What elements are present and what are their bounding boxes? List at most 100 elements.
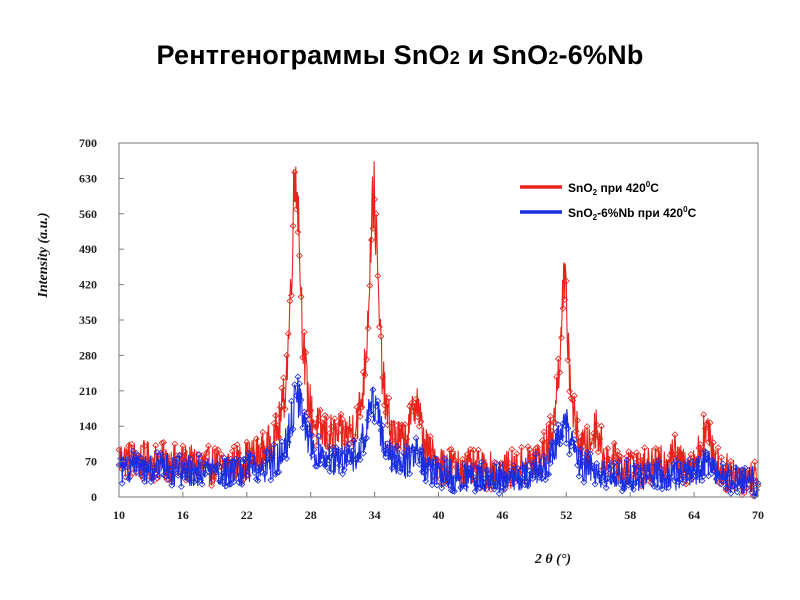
data-point xyxy=(588,437,596,445)
data-point xyxy=(179,471,187,479)
data-point xyxy=(558,433,565,440)
data-point xyxy=(403,443,410,451)
data-point xyxy=(668,449,676,456)
data-point xyxy=(598,475,605,482)
data-point xyxy=(711,463,719,471)
data-point xyxy=(276,403,284,411)
data-point xyxy=(724,485,731,492)
data-point xyxy=(669,460,677,468)
data-point xyxy=(219,478,227,485)
data-point xyxy=(735,483,743,490)
data-point xyxy=(471,487,479,495)
title-subscript-2: 2 xyxy=(548,48,559,68)
data-point xyxy=(459,482,466,489)
data-point xyxy=(288,292,295,299)
data-point xyxy=(358,403,366,411)
data-point xyxy=(700,411,708,418)
data-point xyxy=(508,468,516,476)
data-point xyxy=(546,413,554,420)
data-point xyxy=(583,448,591,456)
data-point xyxy=(205,442,212,450)
data-point xyxy=(545,420,553,428)
x-tick-label: 34 xyxy=(369,508,381,522)
data-point xyxy=(312,462,319,470)
data-point xyxy=(510,462,517,470)
data-point xyxy=(754,479,762,487)
data-point xyxy=(623,456,631,464)
data-point xyxy=(361,371,369,379)
x-tick-label: 52 xyxy=(560,508,572,522)
data-point xyxy=(130,447,137,455)
data-point xyxy=(233,460,241,468)
data-point xyxy=(372,210,380,218)
data-point xyxy=(457,484,465,492)
data-point xyxy=(495,490,503,497)
data-point xyxy=(647,474,655,481)
data-point xyxy=(657,465,664,472)
data-point xyxy=(548,427,556,435)
series-layer xyxy=(115,161,762,500)
data-point xyxy=(211,463,219,471)
data-point xyxy=(393,443,401,450)
data-point xyxy=(554,421,562,429)
data-point xyxy=(337,447,345,455)
title-part-3: -6%Nb xyxy=(558,40,644,70)
data-point xyxy=(697,441,704,448)
data-point xyxy=(604,475,612,482)
data-point xyxy=(550,451,557,459)
data-point xyxy=(590,464,597,472)
data-point xyxy=(518,474,525,482)
data-point xyxy=(572,427,580,435)
data-point xyxy=(308,451,316,459)
data-point xyxy=(289,222,297,230)
legend-label-sno2-nb: SnO2-6%Nb при 4200C xyxy=(568,205,697,222)
data-point xyxy=(492,459,500,467)
data-point xyxy=(588,462,596,469)
data-point xyxy=(470,446,477,454)
data-point xyxy=(591,480,599,488)
data-point xyxy=(128,456,136,464)
data-point xyxy=(561,421,569,429)
data-point xyxy=(733,488,741,496)
data-point xyxy=(463,451,471,458)
data-point xyxy=(280,374,287,382)
data-point xyxy=(714,444,722,452)
data-point xyxy=(529,475,537,482)
y-tick-label: 490 xyxy=(79,242,97,256)
data-point xyxy=(542,476,549,484)
data-point xyxy=(396,468,404,476)
data-point xyxy=(499,483,506,491)
data-point xyxy=(369,225,377,232)
data-point xyxy=(467,465,474,473)
data-point xyxy=(730,482,738,489)
data-point xyxy=(189,467,196,475)
data-point xyxy=(305,415,313,423)
data-point xyxy=(449,487,457,495)
data-point xyxy=(281,405,289,413)
data-point xyxy=(681,460,688,468)
data-point xyxy=(626,473,634,480)
data-point xyxy=(356,413,364,420)
data-point xyxy=(208,482,216,489)
y-tick-label: 560 xyxy=(79,207,97,221)
data-point xyxy=(321,412,329,419)
data-point xyxy=(176,451,184,459)
data-point xyxy=(641,465,648,473)
data-point xyxy=(376,323,383,331)
data-point xyxy=(160,439,168,446)
data-point xyxy=(297,293,305,301)
data-point xyxy=(428,481,436,489)
data-point xyxy=(229,448,236,455)
data-point xyxy=(286,431,294,439)
data-point xyxy=(609,473,616,480)
data-point xyxy=(532,450,540,458)
data-point xyxy=(307,431,315,439)
data-point xyxy=(499,460,506,468)
series-line xyxy=(118,376,759,498)
data-point xyxy=(304,420,311,428)
data-point xyxy=(685,456,693,463)
data-point xyxy=(396,424,404,432)
data-point xyxy=(660,475,668,483)
data-point xyxy=(487,472,495,480)
data-point xyxy=(221,454,228,462)
